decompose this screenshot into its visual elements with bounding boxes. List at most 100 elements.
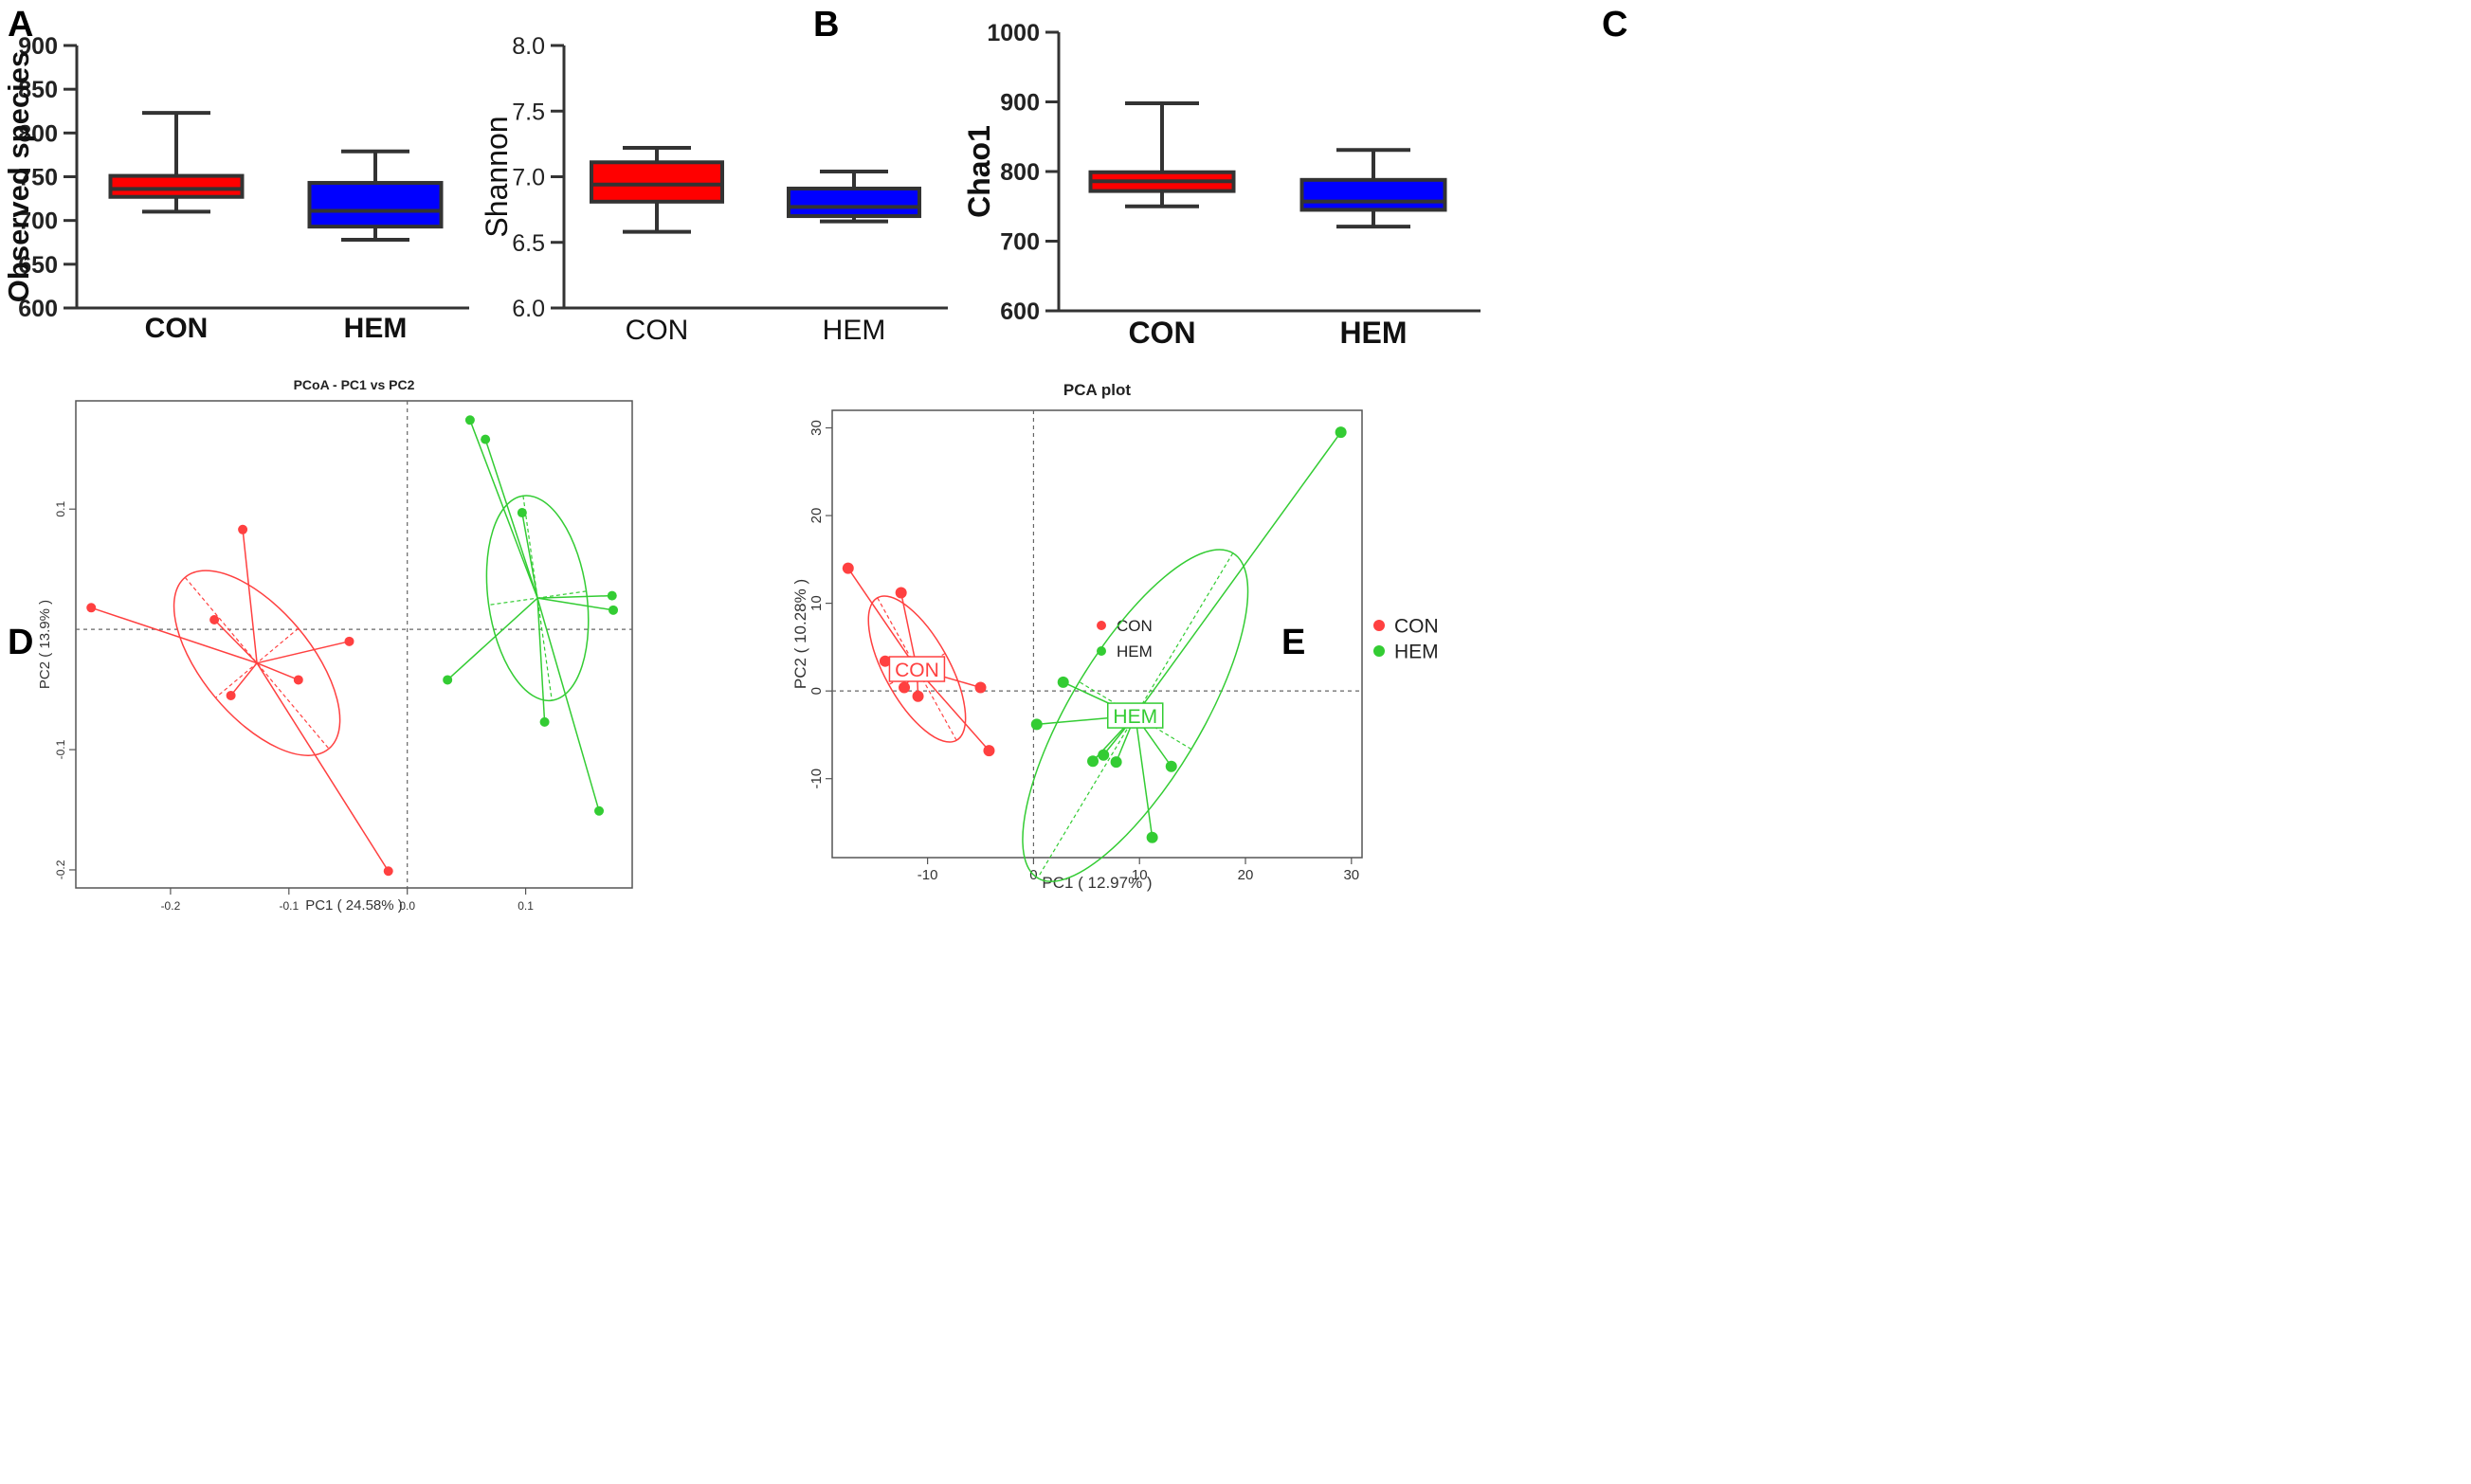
x-tick-label: 20 [1238,867,1254,883]
data-point-hem [1335,426,1347,439]
data-point-con [895,587,907,599]
legend-label-hem: HEM [1394,642,1439,663]
y-axis-label: PC2 ( 13.9% ) [37,600,53,689]
y-axis-label: Observed species [2,51,35,302]
spoke-line [213,619,258,664]
data-point-con [238,524,248,534]
spoke-line [446,597,538,680]
data-point-hem [594,805,605,816]
spoke-line [256,641,350,664]
y-tick-label: -0.1 [54,739,67,759]
legend-marker-con [1097,621,1106,630]
plot-title: PCoA - PC1 vs PC2 [294,377,415,392]
legend-marker-hem [1097,646,1106,656]
data-point-con [209,614,220,624]
plot-frame [831,409,1363,859]
spoke-line [256,661,300,681]
x-category-label: HEM [1339,316,1407,350]
spoke-line [536,597,600,811]
y-tick-label: 20 [809,508,825,524]
x-tick-label: 10 [1132,867,1148,883]
group-hem [443,415,619,816]
spoke-line [230,662,258,697]
y-axis-label: PC2 ( 10.28% ) [791,579,809,689]
x-axis-label: PC1 ( 12.97% ) [1042,874,1152,892]
legend-marker-hem [1373,645,1385,657]
spoke-line [521,512,538,599]
spoke-line [242,529,258,663]
y-tick-label: 900 [1000,90,1040,117]
panel-letter-a: A [8,5,33,45]
y-tick-label: 650 [18,252,58,279]
y-tick-label: 800 [1000,159,1040,186]
panel-c-chao1-boxplot: 600 700 800 900 1000 Chao1 CON HEM [962,20,1481,350]
data-point-hem [443,675,453,685]
legend-label-con: CON [1394,616,1439,638]
data-point-hem [1146,831,1158,843]
data-point-hem [1030,718,1043,731]
data-point-hem [464,415,475,425]
y-tick-label: 700 [18,208,58,235]
y-axis-label: Shannon [480,116,514,237]
group-con [86,524,393,877]
spoke-line [536,597,614,611]
panel-letter-e: E [1281,623,1305,662]
data-point-hem [609,605,619,615]
data-point-con [983,745,995,757]
data-point-hem [1098,749,1110,761]
x-tick-label: 0.1 [518,899,534,913]
data-point-con [293,675,303,685]
y-tick-label: 1000 [987,20,1040,46]
box-hem [787,186,921,219]
y-tick-label: 7.0 [512,165,545,191]
data-point-hem [481,434,491,444]
data-point-con [383,866,393,877]
x-axis-label: PC1 ( 24.58% ) [305,897,403,914]
panel-b-shannon-boxplot: 6.0 6.5 7.0 7.5 8.0 Shannon CON HEM [480,33,948,346]
x-category-label: CON [1128,316,1195,350]
y-tick-label: 0 [809,687,825,695]
box-hem [307,180,444,229]
ellipse-minor-axis [1079,681,1192,751]
y-tick-label: 0.1 [54,501,67,517]
y-tick-label: 850 [18,77,58,103]
panel-letter-b: B [813,5,839,45]
legend-marker-con [1373,620,1385,631]
spoke-line [469,420,538,599]
ellipse-major-axis [184,576,330,750]
y-tick-label: 7.5 [512,99,545,125]
y-tick-label: 900 [18,33,58,60]
group-con: CON [842,562,995,757]
y-tick-label: 30 [809,420,825,436]
y-tick-label: 800 [18,120,58,147]
data-point-con [899,681,911,694]
box-hem [1299,177,1447,212]
centroid-label: CON [895,660,939,681]
x-tick-label: -10 [918,867,938,883]
data-point-hem [1087,755,1099,768]
data-point-hem [607,590,617,601]
spoke-line [484,439,538,599]
y-tick-label: -0.2 [54,860,67,879]
data-point-con [226,690,236,700]
data-point-hem [517,508,527,518]
y-tick-label: 6.5 [512,230,545,257]
y-tick-label: 600 [1000,299,1040,325]
plot-frame [75,400,633,889]
centroid-label-box [1106,702,1164,729]
data-point-con [86,603,97,613]
data-point-con [974,681,987,694]
data-point-hem [1057,676,1069,688]
spoke-line [847,568,918,670]
data-point-con [912,690,924,702]
y-tick-label: 700 [1000,229,1040,256]
centroid-label: HEM [1113,706,1157,728]
y-tick-label: -10 [809,769,825,789]
spoke-line [1135,431,1342,716]
centroid-label-box [888,656,946,682]
group-hem: HEM [1022,426,1347,882]
y-tick-label: 6.0 [512,296,545,322]
data-point-hem [539,716,550,727]
data-point-con [344,636,354,646]
